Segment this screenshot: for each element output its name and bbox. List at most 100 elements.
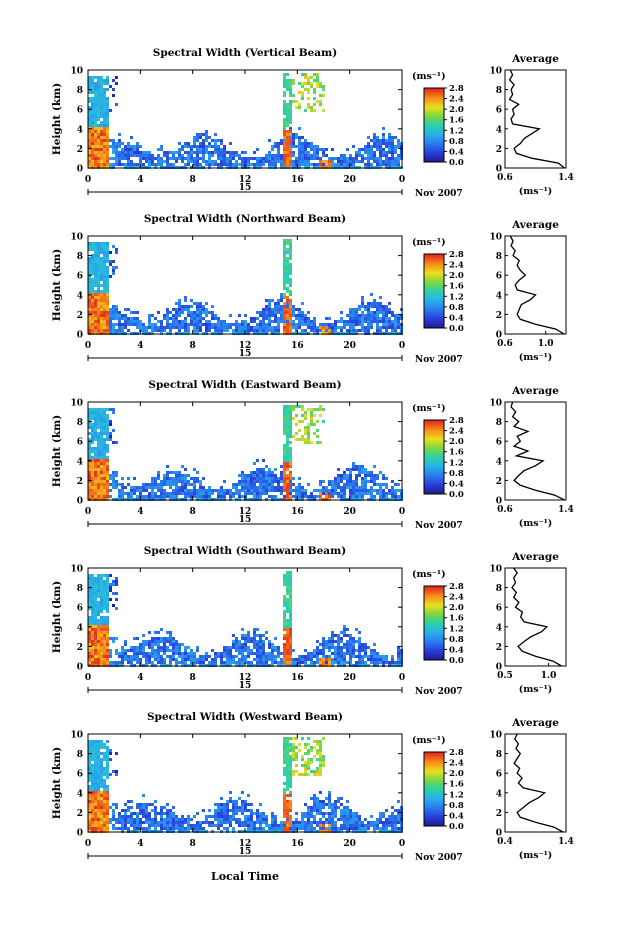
heatmap-cell [103, 91, 106, 94]
heatmap-cell [271, 812, 274, 815]
heatmap-cell [181, 326, 184, 329]
heatmap-cell [331, 661, 334, 664]
y-tick-label: 10 [70, 399, 83, 409]
heatmap-cell [241, 483, 244, 486]
heatmap-cell [91, 598, 94, 601]
heatmap-cell [205, 329, 208, 332]
heatmap-cell [226, 812, 229, 815]
heatmap-cell [106, 127, 109, 130]
heatmap-cell [217, 139, 220, 142]
heatmap-cell [241, 495, 244, 498]
heatmap-cell [286, 314, 289, 317]
heatmap-cell [106, 601, 109, 604]
heatmap-cell [94, 97, 97, 100]
heatmap-cell [103, 323, 106, 326]
heatmap-cell [106, 284, 109, 287]
heatmap-cell [295, 492, 298, 495]
heatmap-cell [286, 157, 289, 160]
heatmap-cell [88, 130, 91, 133]
heatmap-cell [268, 486, 271, 489]
heatmap-cell [226, 652, 229, 655]
heatmap-cell [214, 160, 217, 163]
heatmap-cell [103, 782, 106, 785]
heatmap-cell [289, 284, 292, 287]
heatmap-cell [346, 468, 349, 471]
heatmap-cell [100, 598, 103, 601]
heatmap-cell [91, 426, 94, 429]
heatmap-cell [100, 151, 103, 154]
heatmap-cell [292, 163, 295, 166]
heatmap-cell [196, 821, 199, 824]
heatmap-cell [91, 435, 94, 438]
heatmap-cell [106, 266, 109, 269]
average-title: Average [511, 551, 559, 563]
heatmap-cell [115, 163, 118, 166]
heatmap-cell [298, 661, 301, 664]
heatmap-cell [283, 248, 286, 251]
heatmap-cell [238, 824, 241, 827]
heatmap-cell [124, 655, 127, 658]
heatmap-cell [358, 655, 361, 658]
heatmap-cell [271, 827, 274, 830]
heatmap-cell [355, 323, 358, 326]
heatmap-cell [364, 320, 367, 323]
heatmap-cell [217, 815, 220, 818]
heatmap-cell [310, 824, 313, 827]
heatmap-cell [253, 658, 256, 661]
heatmap-cell [178, 489, 181, 492]
heatmap-cell [202, 145, 205, 148]
heatmap-cell [256, 634, 259, 637]
heatmap-cell [103, 414, 106, 417]
heatmap-cell [289, 405, 292, 408]
heatmap-cell [313, 79, 316, 82]
heatmap-cell [286, 405, 289, 408]
heatmap-cell [280, 142, 283, 145]
heatmap-cell [88, 290, 91, 293]
heatmap-cell [262, 646, 265, 649]
heatmap-cell [88, 492, 91, 495]
heatmap-cell [310, 326, 313, 329]
heatmap-cell [238, 806, 241, 809]
heatmap-cell [103, 260, 106, 263]
heatmap-cell [310, 655, 313, 658]
heatmap-cell [382, 495, 385, 498]
heatmap-cell [94, 652, 97, 655]
heatmap-cell [337, 495, 340, 498]
heatmap-cell [304, 761, 307, 764]
heatmap-cell [310, 770, 313, 773]
heatmap-cell [319, 160, 322, 163]
heatmap-cell [382, 323, 385, 326]
heatmap-cell [190, 160, 193, 163]
heatmap-cell [271, 311, 274, 314]
heatmap-cell [373, 142, 376, 145]
heatmap-cell [256, 471, 259, 474]
heatmap-cell [115, 580, 118, 583]
heatmap-cell [340, 160, 343, 163]
heatmap-cell [193, 486, 196, 489]
heatmap-cell [235, 323, 238, 326]
heatmap-cell [103, 812, 106, 815]
heatmap-cell [247, 492, 250, 495]
heatmap-cell [301, 320, 304, 323]
heatmap-cell [394, 314, 397, 317]
heatmap-cell [322, 88, 325, 91]
heatmap-cell [292, 827, 295, 830]
heatmap-cell [88, 142, 91, 145]
heatmap-cell [97, 305, 100, 308]
heatmap-cell [289, 785, 292, 788]
heatmap-cell [355, 160, 358, 163]
heatmap-cell [94, 598, 97, 601]
heatmap-cell [100, 492, 103, 495]
heatmap-cell [184, 495, 187, 498]
heatmap-cell [130, 136, 133, 139]
heatmap-cell [286, 495, 289, 498]
heatmap-cell [187, 489, 190, 492]
heatmap-cell [286, 121, 289, 124]
heatmap-cell [304, 314, 307, 317]
y-tick-label: 8 [77, 252, 83, 262]
heatmap-cell [121, 314, 124, 317]
heatmap-cell [283, 79, 286, 82]
heatmap-cell [382, 308, 385, 311]
heatmap-cell [103, 818, 106, 821]
heatmap-cell [94, 634, 97, 637]
